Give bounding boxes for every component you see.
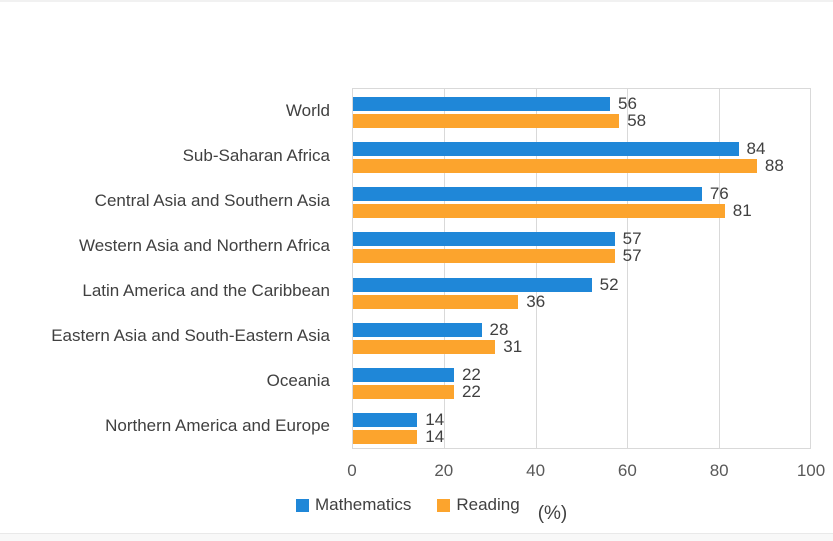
bar-reading <box>353 339 496 354</box>
bar-mathematics <box>353 322 482 337</box>
bar-reading <box>353 204 725 219</box>
x-axis-tick-label: 80 <box>709 461 729 480</box>
value-label-reading: 88 <box>764 156 784 176</box>
x-axis-tick-label: 40 <box>526 461 546 480</box>
gridline <box>535 89 537 448</box>
bar-reading <box>353 384 454 399</box>
value-label-reading: 36 <box>526 291 546 311</box>
y-category-label: World <box>285 100 330 120</box>
x-axis-tick-label: 100 <box>796 461 826 480</box>
y-category-label: Oceania <box>266 371 330 391</box>
bar-reading <box>353 114 620 128</box>
page-top-edge <box>0 0 833 2</box>
value-label-mathematics: 28 <box>489 319 509 339</box>
gridline <box>443 89 445 448</box>
y-category-label: Central Asia and Southern Asia <box>94 190 330 210</box>
bar-mathematics <box>353 142 739 157</box>
value-label-reading: 81 <box>732 201 752 221</box>
bar-mathematics <box>353 367 454 382</box>
value-label-mathematics: 52 <box>599 274 619 294</box>
y-category-label: Northern America and Europe <box>105 416 330 436</box>
bar-reading <box>353 249 615 264</box>
value-label-reading: 57 <box>622 246 642 266</box>
value-label-reading: 14 <box>425 426 445 446</box>
gridline <box>627 89 629 448</box>
y-category-label: Latin America and the Caribbean <box>82 281 330 301</box>
legend-label-reading: Reading <box>456 495 520 514</box>
value-label-reading: 22 <box>461 381 481 401</box>
y-category-label: Sub-Saharan Africa <box>182 145 330 165</box>
legend-item-reading: Reading <box>437 495 520 515</box>
x-axis-tick-label: 20 <box>434 461 454 480</box>
page-bottom-edge <box>0 533 833 541</box>
x-axis-tick-label: 0 <box>347 461 357 480</box>
y-category-label: Western Asia and Northern Africa <box>78 235 330 255</box>
legend: Mathematics Reading (%) <box>296 495 567 525</box>
value-label-mathematics: 84 <box>746 139 766 159</box>
bar-mathematics <box>353 277 592 292</box>
bar-mathematics <box>353 97 611 111</box>
value-label-reading: 31 <box>503 336 523 356</box>
bar-mathematics <box>353 187 702 202</box>
legend-swatch-mathematics-icon <box>296 498 309 512</box>
legend-swatch-reading-icon <box>437 498 451 512</box>
value-label-mathematics: 14 <box>425 409 445 429</box>
bar-reading <box>353 159 757 174</box>
bar-mathematics <box>353 232 615 247</box>
value-label-mathematics: 56 <box>618 94 637 113</box>
legend-item-mathematics: Mathematics <box>296 495 411 515</box>
bar-mathematics <box>353 412 418 427</box>
value-label-reading: 58 <box>627 111 647 130</box>
bar-reading <box>353 429 418 444</box>
value-label-mathematics: 22 <box>461 364 481 384</box>
gridline <box>719 89 721 448</box>
y-category-label: Eastern Asia and South-Eastern Asia <box>51 326 330 346</box>
value-label-mathematics: 76 <box>709 184 729 204</box>
legend-label-mathematics: Mathematics <box>315 495 412 514</box>
bar-reading <box>353 294 519 309</box>
x-axis-tick-label: 60 <box>617 461 637 480</box>
x-axis-unit-label: (%) <box>537 503 568 524</box>
value-label-mathematics: 57 <box>622 229 642 249</box>
